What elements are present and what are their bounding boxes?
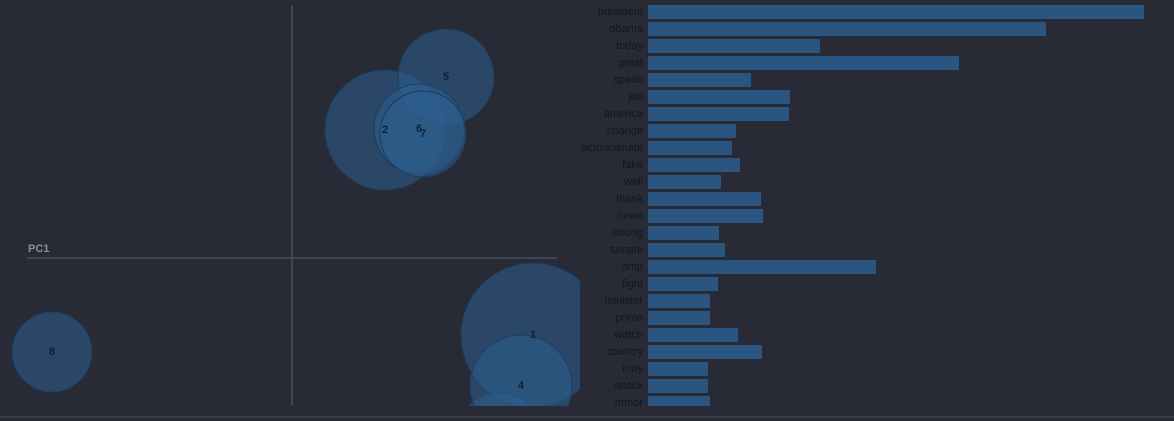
term-label: fight bbox=[622, 278, 643, 290]
x-axis-label: PC1 bbox=[28, 243, 49, 255]
term-bar bbox=[648, 73, 751, 87]
term-bar bbox=[648, 345, 762, 359]
term-label: great bbox=[618, 57, 643, 69]
term-bar bbox=[648, 243, 725, 257]
topic-map: PC1 1 2 4 5 67 8 bbox=[11, 5, 580, 406]
term-bar bbox=[648, 90, 790, 104]
term-label: well bbox=[623, 176, 643, 188]
term-bar bbox=[648, 22, 1046, 36]
term-label: strong bbox=[612, 227, 643, 239]
topic-label: 4 bbox=[518, 380, 525, 392]
topic-label: 7 bbox=[420, 128, 426, 140]
term-bar bbox=[648, 107, 789, 121]
term-label: job bbox=[627, 91, 643, 103]
topic-label: 8 bbox=[49, 346, 55, 358]
term-bar bbox=[648, 362, 708, 376]
term-label: may bbox=[622, 363, 643, 375]
term-label: obama bbox=[609, 23, 644, 35]
term-label: country bbox=[607, 346, 644, 358]
term-bar bbox=[648, 158, 740, 172]
term-bar bbox=[648, 311, 710, 325]
term-bar bbox=[648, 56, 959, 70]
term-bar bbox=[648, 39, 820, 53]
term-bar bbox=[648, 379, 708, 393]
term-label: actonclimate bbox=[581, 142, 643, 154]
term-label: news bbox=[617, 210, 643, 222]
term-label: prime bbox=[615, 312, 643, 324]
topic-bubble bbox=[11, 311, 93, 393]
term-label: watch bbox=[613, 329, 643, 341]
term-bar bbox=[648, 124, 736, 138]
term-bar bbox=[648, 209, 763, 223]
topic-bubble bbox=[379, 90, 467, 178]
term-bar bbox=[648, 328, 738, 342]
term-bar bbox=[648, 260, 876, 274]
term-label: america bbox=[604, 108, 644, 120]
term-label: amp bbox=[622, 261, 643, 273]
term-label: minister bbox=[604, 295, 643, 307]
term-bar bbox=[648, 141, 732, 155]
term-bar bbox=[648, 277, 718, 291]
term-label: fake bbox=[622, 159, 643, 171]
term-label: honor bbox=[615, 397, 643, 409]
term-bars: president obama today great speak job america c… bbox=[581, 5, 1144, 409]
term-label: speak bbox=[614, 74, 644, 86]
term-bar bbox=[648, 396, 710, 406]
term-label: thank bbox=[616, 193, 643, 205]
term-bar bbox=[648, 294, 710, 308]
term-label: president bbox=[598, 6, 643, 18]
term-bar bbox=[648, 175, 721, 189]
term-label: attack bbox=[614, 380, 644, 392]
topic-label: 2 bbox=[382, 124, 388, 136]
term-label: senate bbox=[610, 244, 643, 256]
term-label: today bbox=[616, 40, 643, 52]
topic-bubble bbox=[469, 334, 573, 406]
topic-label: 1 bbox=[530, 329, 536, 341]
term-bar bbox=[648, 192, 761, 206]
term-bar bbox=[648, 226, 719, 240]
term-label: change bbox=[607, 125, 643, 137]
topic-label: 5 bbox=[443, 71, 449, 83]
term-bar bbox=[648, 5, 1144, 19]
topic-label: 6 bbox=[416, 123, 422, 135]
